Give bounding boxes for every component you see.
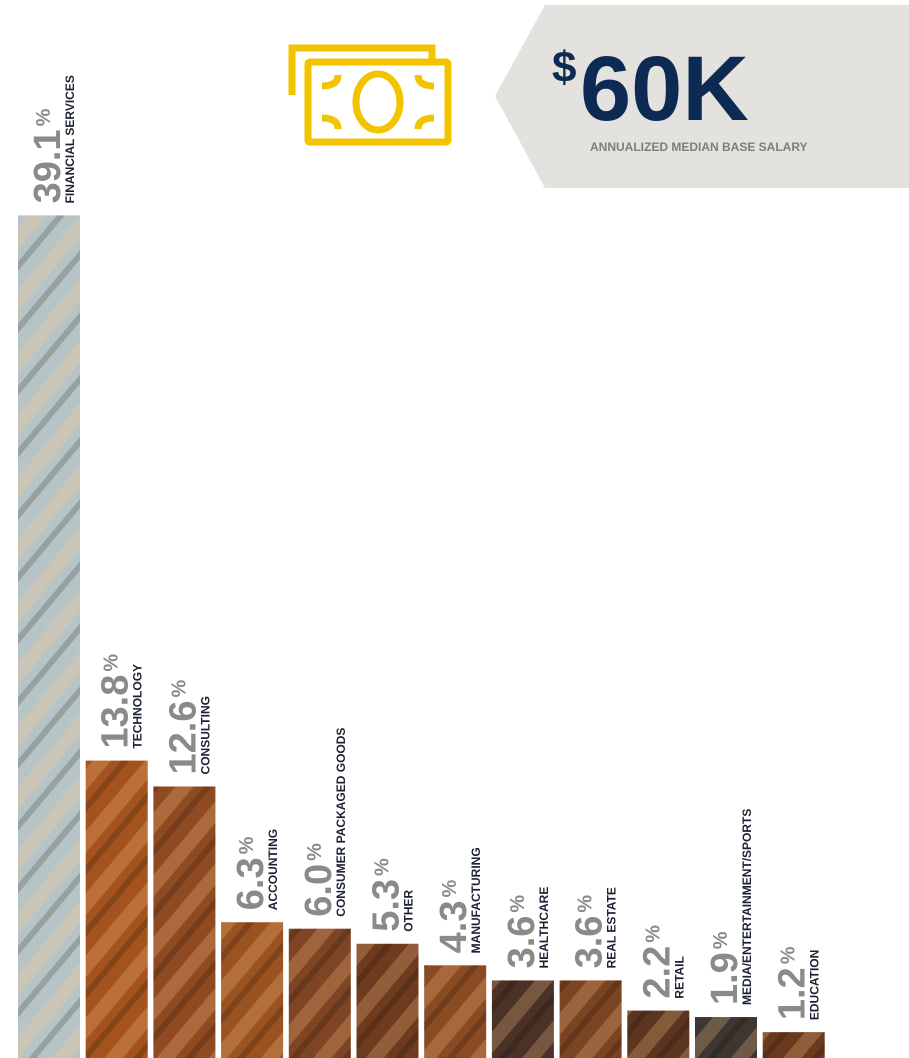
bar-texture: [85, 760, 148, 1058]
value-number: 1.2: [772, 967, 814, 1020]
bar-texture: [356, 943, 419, 1058]
value-unit: %: [507, 895, 529, 913]
value-unit: %: [168, 680, 190, 698]
value-unit: %: [304, 843, 326, 861]
category-label: OTHER: [402, 889, 416, 931]
value-number: 13.8: [95, 675, 137, 749]
bar-texture: [695, 1017, 757, 1058]
value-label: 3.6%: [501, 895, 543, 969]
value-unit: %: [710, 931, 732, 949]
value-label: 5.3%: [366, 858, 408, 932]
value-unit: %: [33, 108, 55, 126]
category-label: EDUCATION: [808, 950, 822, 1020]
value-number: 12.6: [162, 701, 204, 775]
callout-label: ANNUALIZED MEDIAN BASE SALARY: [590, 140, 808, 154]
value-label: 12.6%: [162, 680, 204, 775]
bar-texture: [491, 980, 554, 1058]
callout-banner: [495, 5, 909, 188]
callout-amount: 60K: [580, 38, 749, 140]
category-label: CONSUMER PACKAGED GOODS: [334, 728, 348, 917]
bar-texture: [288, 928, 351, 1058]
value-unit: %: [236, 836, 258, 854]
bar-texture: [559, 980, 622, 1058]
value-number: 2.2: [636, 946, 678, 999]
value-number: 6.3: [230, 857, 272, 910]
value-label: 2.2%: [636, 925, 678, 999]
value-label: 39.1%: [27, 108, 69, 203]
value-label: 6.0%: [298, 843, 340, 917]
category-label: REAL ESTATE: [605, 887, 619, 968]
bar-texture: [424, 965, 487, 1058]
value-unit: %: [642, 925, 664, 943]
callout-currency: $: [552, 43, 576, 92]
value-number: 1.9: [704, 952, 746, 1005]
value-unit: %: [372, 858, 394, 876]
bar-texture: [153, 786, 216, 1058]
value-number: 39.1: [27, 129, 69, 203]
value-label: 6.3%: [230, 836, 272, 910]
value-label: 1.2%: [772, 946, 814, 1020]
value-unit: %: [439, 880, 461, 898]
value-label: 4.3%: [433, 880, 475, 954]
bar-texture: [18, 215, 80, 1058]
money-icon: [288, 44, 452, 146]
category-label: FINANCIAL SERVICES: [63, 75, 77, 203]
value-label: 1.9%: [704, 931, 746, 1005]
value-number: 4.3: [433, 901, 475, 954]
value-number: 5.3: [366, 879, 408, 932]
value-number: 6.0: [298, 864, 340, 917]
value-label: 13.8%: [95, 654, 137, 749]
category-label: TECHNOLOGY: [131, 664, 145, 749]
bar-texture: [627, 1010, 690, 1058]
value-unit: %: [778, 946, 800, 964]
category-label: MEDIA/ENTERTAINMENT/SPORTS: [740, 809, 754, 1005]
bar-texture: [762, 1032, 825, 1058]
category-label: ACCOUNTING: [266, 829, 280, 910]
category-label: HEALTHCARE: [537, 887, 551, 969]
category-label: CONSULTING: [198, 696, 212, 774]
value-number: 3.6: [501, 916, 543, 969]
category-label: RETAIL: [672, 956, 686, 998]
value-number: 3.6: [569, 916, 611, 969]
value-label: 3.6%: [569, 895, 611, 969]
category-label: MANUFACTURING: [469, 847, 483, 953]
bar-texture: [221, 922, 284, 1058]
value-unit: %: [101, 654, 123, 672]
value-unit: %: [575, 895, 597, 913]
